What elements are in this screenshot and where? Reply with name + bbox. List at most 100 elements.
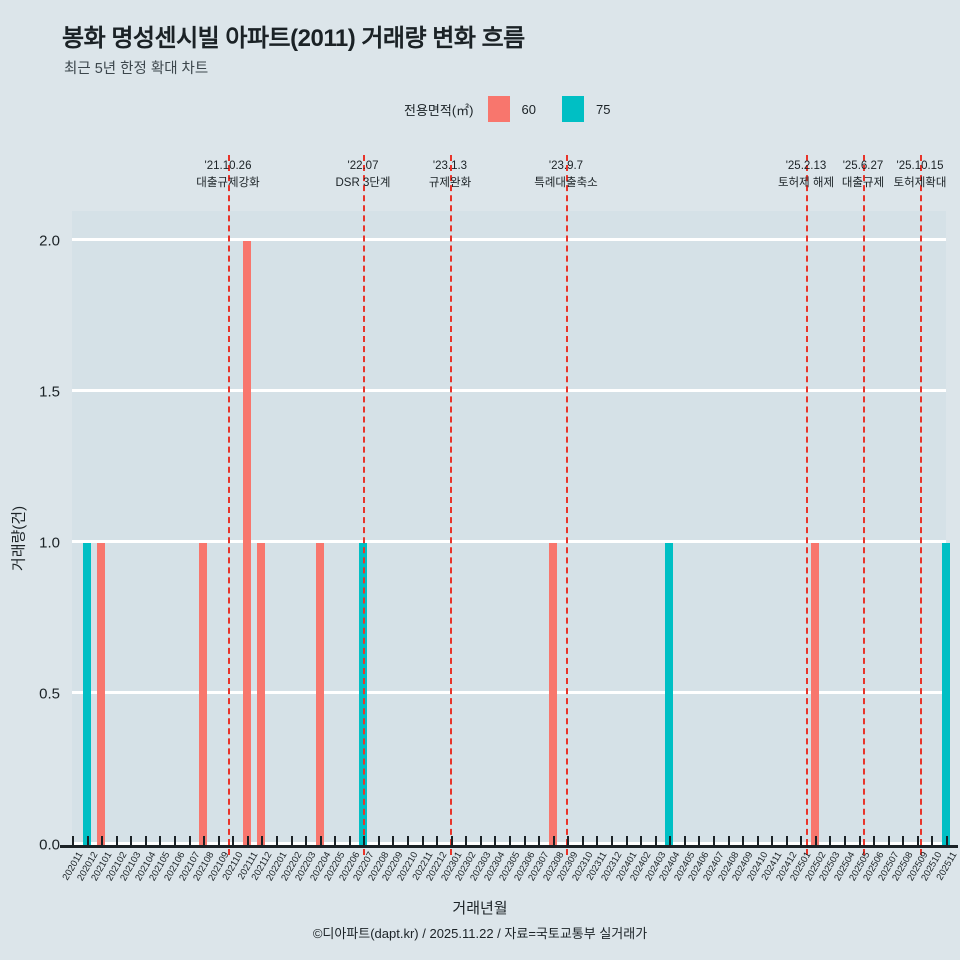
annotation-event-1: 대출규제강화 <box>196 177 260 189</box>
x-tickmark-202101 <box>101 836 104 846</box>
x-tickmark-202503 <box>829 836 832 846</box>
x-tickmark-202311 <box>596 836 599 846</box>
x-axis-label: 거래년월 <box>452 900 508 917</box>
bar-60-202308[interactable] <box>548 543 557 845</box>
x-tickmark-202411 <box>771 836 774 846</box>
y-tick-2.0: 2.0 <box>39 232 60 250</box>
x-tickmark-202502 <box>814 836 817 846</box>
x-tickmark-202402 <box>640 836 643 846</box>
annotation-event-4: 특례대출축소 <box>534 177 598 189</box>
gridline <box>72 691 946 695</box>
x-tickmark-202102 <box>115 836 118 846</box>
x-tickmark-202504 <box>844 836 847 846</box>
annotation-7: '25.10.15 토허제확대 <box>894 158 947 192</box>
annotation-line-1 <box>228 155 230 855</box>
bar-75-202012[interactable] <box>82 543 91 845</box>
annotation-event-6: 대출규제 <box>841 177 885 189</box>
gridline <box>72 540 946 544</box>
x-tickmark-202509 <box>916 836 919 846</box>
x-tickmark-202310 <box>581 836 584 846</box>
bar-75-202404[interactable] <box>665 543 674 845</box>
annotation-line-3 <box>450 155 452 855</box>
annotation-2: '22.07 DSR 3단계 <box>335 158 390 192</box>
annotation-date-7: '25.10.15 <box>896 160 944 172</box>
bar-60-202112[interactable] <box>257 543 266 845</box>
annotation-date-6: '25.6.27 <box>842 160 884 172</box>
x-tickmark-202403 <box>654 836 657 846</box>
x-tickmark-202211 <box>421 836 424 846</box>
bar-60-202111[interactable] <box>242 241 251 845</box>
legend-item-75[interactable]: 75 <box>561 96 636 122</box>
x-tickmark-202506 <box>873 836 876 846</box>
x-tickmark-202110 <box>232 836 235 846</box>
x-tickmark-202408 <box>727 836 730 846</box>
x-tickmark-202303 <box>479 836 482 846</box>
bar-60-202502[interactable] <box>810 543 819 845</box>
annotation-4: '23.9.7 특례대출축소 <box>534 158 597 192</box>
annotation-5: '25.2.13 토허제 해제 <box>778 158 834 192</box>
x-tickmark-202302 <box>465 836 468 846</box>
x-tickmark-202508 <box>902 836 905 846</box>
annotation-line-7 <box>920 155 922 855</box>
x-tickmark-202501 <box>800 836 803 846</box>
x-tickmark-202104 <box>144 836 147 846</box>
x-tickmark-202011 <box>72 836 74 846</box>
annotation-date-1: '21.10.26 <box>204 160 252 172</box>
x-tickmark-202012 <box>86 836 89 846</box>
x-tickmark-202407 <box>712 836 715 846</box>
x-tickmark-202105 <box>159 836 162 846</box>
x-tickmark-202207 <box>363 836 366 846</box>
x-tickmark-202203 <box>305 836 308 846</box>
legend-swatch-75 <box>561 96 584 122</box>
chart-legend: 전용면적(㎡) 60 75 <box>404 96 636 122</box>
x-tickmark-202406 <box>698 836 701 846</box>
x-tickmark-202309 <box>567 836 570 846</box>
annotation-line-4 <box>566 155 568 855</box>
annotation-event-5: 토허제 해제 <box>777 177 835 189</box>
bar-60-202101[interactable] <box>97 543 106 845</box>
x-tickmark-202505 <box>858 836 861 846</box>
footer-credit: ©디아파트(dapt.kr) / 2025.11.22 / 자료=국토교통부 실… <box>312 926 648 941</box>
x-tickmark-202112 <box>261 836 264 846</box>
bar-75-202511[interactable] <box>942 543 950 845</box>
x-tickmark-202409 <box>742 836 745 846</box>
y-tick-0.5: 0.5 <box>39 685 60 703</box>
bar-60-202204[interactable] <box>315 543 324 845</box>
annotation-line-2 <box>363 155 365 855</box>
y-tick-1.5: 1.5 <box>39 383 60 401</box>
x-tickmark-202510 <box>931 836 934 846</box>
y-axis-title: 거래량(건) <box>10 505 28 572</box>
x-tickmark-202206 <box>348 836 351 846</box>
annotation-date-3: '23.1.3 <box>432 160 468 172</box>
x-tickmark-202205 <box>334 836 337 846</box>
x-axis-line <box>60 845 958 848</box>
x-tickmark-202301 <box>450 836 453 846</box>
annotation-event-2: DSR 3단계 <box>335 177 391 189</box>
y-tick-0.0: 0.0 <box>39 836 60 854</box>
x-tickmark-202209 <box>392 836 395 846</box>
x-tickmark-202511 <box>946 836 948 846</box>
annotation-event-3: 규제완화 <box>428 177 472 189</box>
legend-item-60[interactable]: 60 <box>487 96 562 122</box>
x-tickmark-202507 <box>887 836 890 846</box>
bar-60-202108[interactable] <box>199 543 208 845</box>
legend-label-75: 75 <box>595 101 611 117</box>
legend-swatch-60 <box>487 96 510 122</box>
x-tickmark-202210 <box>407 836 410 846</box>
x-tickmark-202103 <box>130 836 133 846</box>
x-tickmark-202312 <box>610 836 613 846</box>
x-tickmark-202208 <box>377 836 380 846</box>
legend-title: 전용면적(㎡) <box>404 102 474 118</box>
x-tickmark-202306 <box>523 836 526 846</box>
x-tickmark-202201 <box>275 836 278 846</box>
x-tickmark-202404 <box>669 836 672 846</box>
annotation-line-5 <box>806 155 808 855</box>
annotation-line-6 <box>863 155 865 855</box>
x-tickmark-202212 <box>436 836 439 846</box>
x-tickmark-202202 <box>290 836 293 846</box>
plot-area <box>72 155 950 855</box>
y-tick-1.0: 1.0 <box>39 534 60 552</box>
chart-title: 봉화 명성센시빌 아파트(2011) 거래량 변화 흐름 <box>62 25 525 52</box>
x-tickmark-202108 <box>203 836 206 846</box>
